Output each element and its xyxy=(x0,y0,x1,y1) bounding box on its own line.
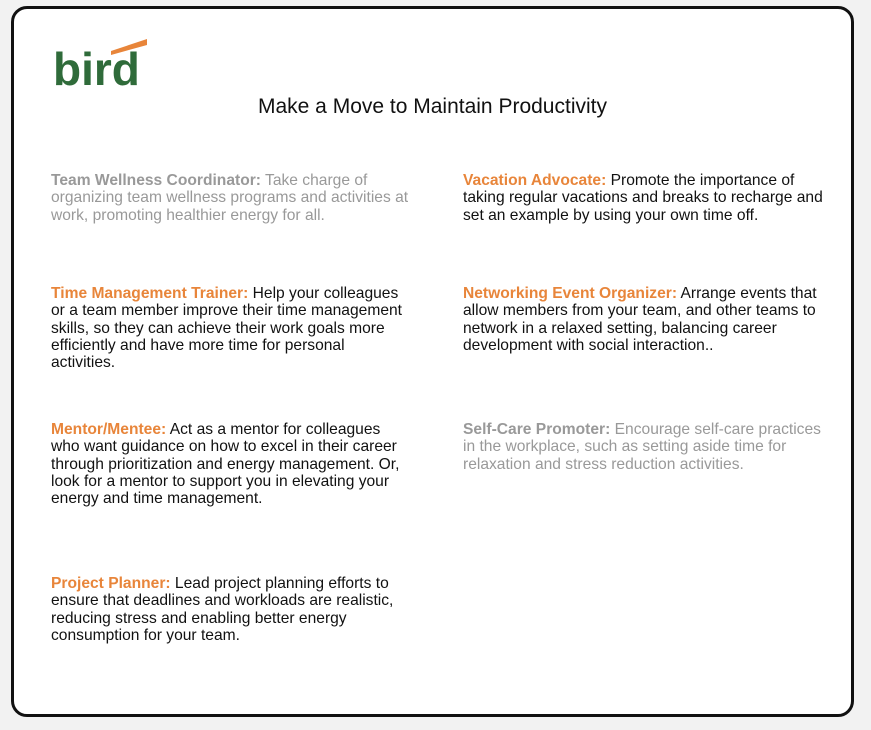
item-body: Help your colleagues or a team member im… xyxy=(51,285,402,372)
item-heading: Networking Event Organizer: xyxy=(463,285,678,302)
item-body: Arrange events that allow members from y… xyxy=(463,285,817,354)
item-heading: Project Planner: xyxy=(51,575,171,592)
item-time-management-trainer: Time Management Trainer: Help your colle… xyxy=(51,285,411,371)
item-body: Encourage self-care practices in the wor… xyxy=(463,421,821,473)
page-title: Make a Move to Maintain Productivity xyxy=(258,95,607,118)
item-self-care-promoter: Self-Care Promoter: Encourage self-care … xyxy=(463,421,833,473)
item-heading: Team Wellness Coordinator: xyxy=(51,172,261,189)
item-heading: Mentor/Mentee: xyxy=(51,421,167,438)
item-mentor-mentee: Mentor/Mentee: Act as a mentor for colle… xyxy=(51,421,411,507)
item-heading: Vacation Advocate: xyxy=(463,172,607,189)
item-networking-event-organizer: Networking Event Organizer: Arrange even… xyxy=(463,285,833,354)
item-body: Take charge of organizing team wellness … xyxy=(51,172,409,224)
item-heading: Self-Care Promoter: xyxy=(463,421,611,438)
item-body: Promote the importance of taking regular… xyxy=(463,172,823,224)
item-body: Lead project planning efforts to ensure … xyxy=(51,575,394,644)
item-project-planner: Project Planner: Lead project planning e… xyxy=(51,575,411,644)
item-vacation-advocate: Vacation Advocate: Promote the importanc… xyxy=(463,172,833,224)
content-card: bird Make a Move to Maintain Productivit… xyxy=(11,6,854,717)
svg-text:bird: bird xyxy=(53,43,140,91)
bird-logo: bird xyxy=(51,35,151,91)
item-heading: Time Management Trainer: xyxy=(51,285,249,302)
item-body: Act as a mentor for colleagues who want … xyxy=(51,421,400,508)
item-team-wellness-coordinator: Team Wellness Coordinator: Take charge o… xyxy=(51,172,411,224)
